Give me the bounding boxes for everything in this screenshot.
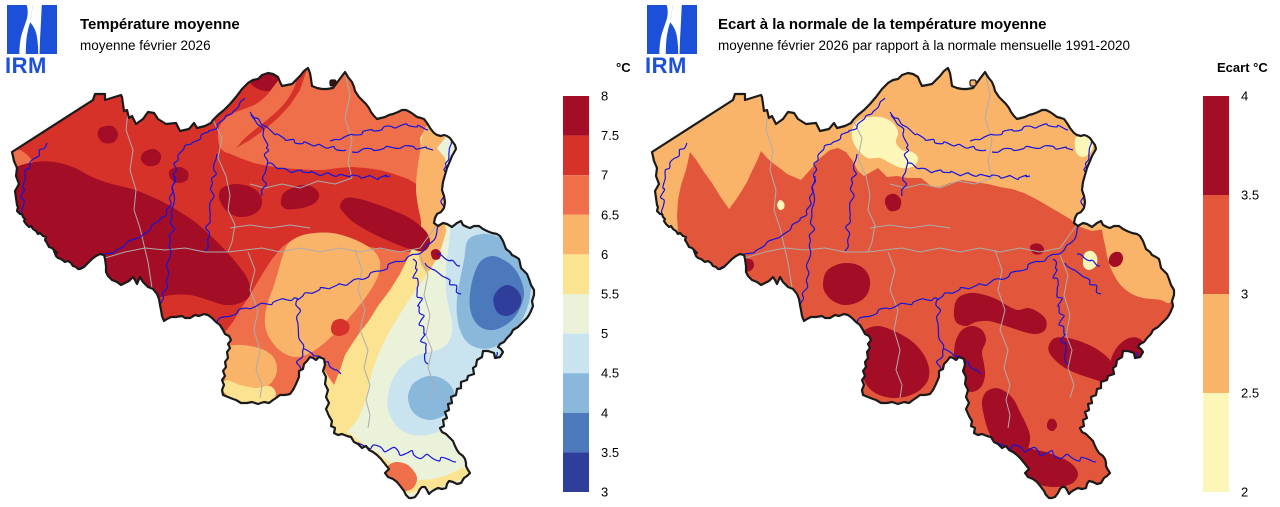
- svg-text:3.5: 3.5: [601, 445, 619, 460]
- svg-text:2.5: 2.5: [1241, 386, 1259, 401]
- svg-text:7.5: 7.5: [601, 128, 619, 143]
- svg-text:°C: °C: [616, 60, 631, 75]
- svg-text:moyenne février 2026 par rappo: moyenne février 2026 par rapport à la no…: [718, 38, 1130, 53]
- svg-text:3: 3: [601, 485, 608, 500]
- svg-text:8: 8: [601, 89, 608, 104]
- svg-text:3: 3: [1241, 287, 1248, 302]
- svg-text:4: 4: [1241, 89, 1248, 104]
- svg-text:5.5: 5.5: [601, 287, 619, 302]
- svg-text:6: 6: [601, 247, 608, 262]
- svg-text:IRM: IRM: [5, 53, 47, 78]
- svg-text:Ecart à la normale de la tempé: Ecart à la normale de la température moy…: [718, 16, 1046, 33]
- svg-text:IRM: IRM: [645, 53, 687, 78]
- svg-text:moyenne février 2026: moyenne février 2026: [80, 38, 211, 53]
- svg-text:4.5: 4.5: [601, 366, 619, 381]
- svg-text:4: 4: [601, 405, 608, 420]
- svg-text:7: 7: [601, 168, 608, 183]
- svg-text:Température moyenne: Température moyenne: [80, 16, 240, 33]
- svg-text:2: 2: [1241, 485, 1248, 500]
- svg-text:Ecart °C: Ecart °C: [1217, 60, 1268, 75]
- svg-text:5: 5: [601, 326, 608, 341]
- svg-text:3.5: 3.5: [1241, 188, 1259, 203]
- svg-text:6.5: 6.5: [601, 207, 619, 222]
